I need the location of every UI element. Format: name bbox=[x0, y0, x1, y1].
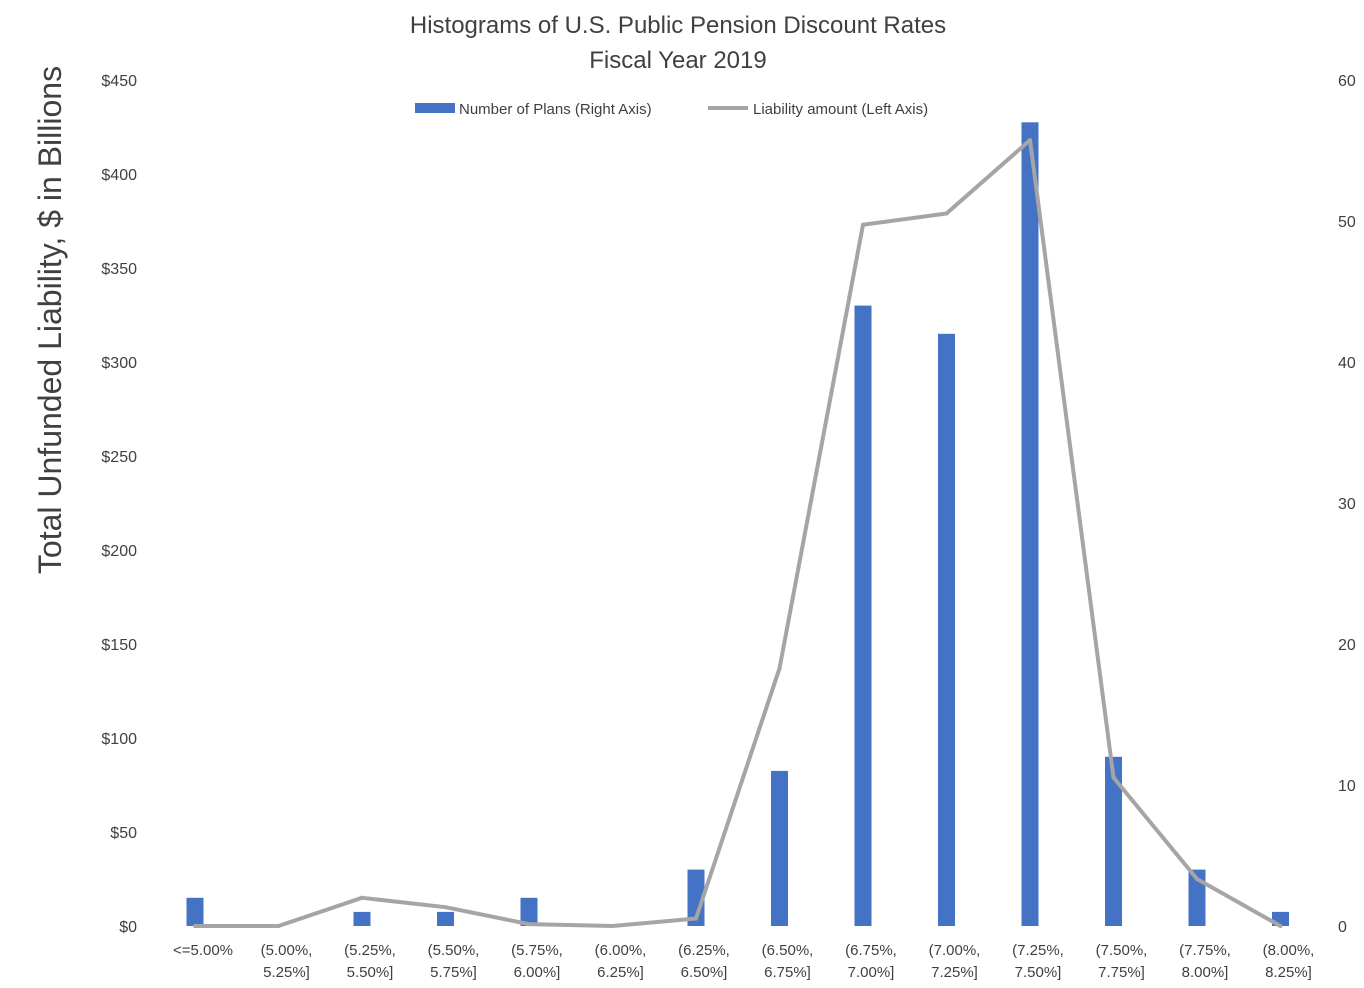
liability-point bbox=[944, 211, 949, 216]
liability-point bbox=[360, 895, 364, 900]
left-tick-label: $250 bbox=[101, 449, 137, 466]
liability-point bbox=[1195, 877, 1199, 881]
category-label: (6.00%, 6.25%] bbox=[595, 942, 647, 981]
category-label-line: 6.25%] bbox=[597, 964, 644, 981]
legend: Number of Plans (Right Axis) Liability a… bbox=[415, 101, 928, 118]
category-label-line: 8.25%] bbox=[1265, 964, 1312, 981]
category-label: (7.25%, 7.50%] bbox=[1012, 942, 1064, 981]
category-label: (5.25%, 5.50%] bbox=[344, 942, 396, 981]
left-tick-label: $450 bbox=[101, 73, 137, 90]
category-label-line: 6.50%] bbox=[681, 964, 728, 981]
left-tick-label: $150 bbox=[101, 637, 137, 654]
legend-line-label: Liability amount (Left Axis) bbox=[753, 101, 928, 118]
chart-subtitle: Fiscal Year 2019 bbox=[589, 47, 766, 74]
liability-point bbox=[527, 922, 531, 927]
liability-point bbox=[1028, 138, 1032, 143]
category-label: (6.75%, 7.00%] bbox=[845, 942, 897, 981]
category-label: (6.50%, 6.75%] bbox=[762, 942, 814, 981]
right-tick-label: 50 bbox=[1338, 214, 1356, 231]
category-label-line: (6.25%, bbox=[678, 942, 730, 959]
legend-bar-label: Number of Plans (Right Axis) bbox=[459, 101, 652, 118]
bar-number-of-plans bbox=[854, 305, 872, 927]
right-tick-label: 20 bbox=[1338, 637, 1356, 654]
category-label: <=5.00% bbox=[173, 942, 233, 959]
category-axis: <=5.00% (5.00%, 5.25%] (5.25%, 5.50%] (5.50%,… bbox=[173, 942, 1314, 981]
left-axis: $0 $50 $100 $150 $200 $250 $300 $350 $400 $450 bbox=[101, 73, 137, 936]
liability-point bbox=[610, 924, 615, 928]
category-label-line: (7.25%, bbox=[1012, 942, 1064, 959]
category-label-line: 7.50%] bbox=[1015, 964, 1062, 981]
category-label-line: 6.75%] bbox=[764, 964, 811, 981]
category-label: (6.25%, 6.50%] bbox=[678, 942, 730, 981]
right-tick-label: 40 bbox=[1338, 355, 1356, 372]
right-tick-label: 30 bbox=[1338, 496, 1356, 513]
category-label-line: 5.75%] bbox=[430, 964, 477, 981]
category-label-line: 7.75%] bbox=[1098, 964, 1145, 981]
liability-point bbox=[1111, 775, 1116, 780]
category-label: (7.00%, 7.25%] bbox=[929, 942, 981, 981]
right-tick-label: 0 bbox=[1338, 919, 1347, 936]
category-label-line: 8.00%] bbox=[1182, 964, 1229, 981]
category-label: (5.75%, 6.00%] bbox=[511, 942, 563, 981]
category-label-line: (5.50%, bbox=[428, 942, 480, 959]
left-tick-label: $300 bbox=[101, 355, 137, 372]
bar-number-of-plans bbox=[353, 911, 371, 926]
chart-title: Histograms of U.S. Public Pension Discou… bbox=[410, 12, 946, 39]
category-label-line: 5.25%] bbox=[263, 964, 310, 981]
category-label: (8.00%, 8.25%] bbox=[1263, 942, 1315, 981]
category-label-line: 7.00%] bbox=[848, 964, 895, 981]
category-label-line: (6.50%, bbox=[762, 942, 814, 959]
category-label-line: (8.00%, bbox=[1263, 942, 1315, 959]
left-tick-label: $50 bbox=[110, 825, 137, 842]
category-label-line: <=5.00% bbox=[173, 942, 233, 959]
category-label-line: (5.25%, bbox=[344, 942, 396, 959]
category-label-line: (7.00%, bbox=[929, 942, 981, 959]
category-label-line: 6.00%] bbox=[514, 964, 561, 981]
line-series bbox=[193, 138, 1283, 928]
right-axis: 0 10 20 30 40 50 60 bbox=[1338, 73, 1356, 936]
left-tick-label: $400 bbox=[101, 167, 137, 184]
left-axis-label: Total Unfunded Liability, $ in Billions bbox=[32, 66, 68, 574]
liability-point bbox=[276, 924, 281, 928]
category-label: (5.00%, 5.25%] bbox=[261, 942, 313, 981]
legend-bar-swatch bbox=[415, 103, 455, 113]
left-tick-label: $100 bbox=[101, 731, 137, 748]
bar-number-of-plans bbox=[186, 897, 204, 926]
category-label: (7.50%, 7.75%] bbox=[1096, 942, 1148, 981]
category-label-line: (6.75%, bbox=[845, 942, 897, 959]
left-tick-label: $350 bbox=[101, 261, 137, 278]
liability-point bbox=[1278, 924, 1283, 928]
category-label-line: (5.75%, bbox=[511, 942, 563, 959]
bar-number-of-plans bbox=[771, 770, 788, 926]
liability-point bbox=[443, 905, 448, 910]
liability-point bbox=[861, 222, 865, 227]
bar-number-of-plans bbox=[437, 911, 454, 926]
right-tick-label: 10 bbox=[1338, 778, 1356, 795]
bar-number-of-plans bbox=[938, 333, 955, 926]
liability-point bbox=[694, 916, 698, 921]
category-label: (5.50%, 5.75%] bbox=[428, 942, 480, 981]
bar-number-of-plans bbox=[1021, 122, 1039, 927]
bar-number-of-plans bbox=[1188, 869, 1206, 926]
category-label-line: (7.75%, bbox=[1179, 942, 1231, 959]
liability-point bbox=[777, 666, 782, 671]
category-label-line: (7.50%, bbox=[1096, 942, 1148, 959]
category-label-line: (6.00%, bbox=[595, 942, 647, 959]
left-tick-label: $0 bbox=[119, 919, 137, 936]
category-label-line: 5.50%] bbox=[347, 964, 394, 981]
liability-line bbox=[195, 138, 1282, 928]
left-tick-label: $200 bbox=[101, 543, 137, 560]
category-label-line: (5.00%, bbox=[261, 942, 313, 959]
right-tick-label: 60 bbox=[1338, 73, 1356, 90]
bar-series bbox=[186, 122, 1289, 927]
category-label-line: 7.25%] bbox=[931, 964, 978, 981]
category-label: (7.75%, 8.00%] bbox=[1179, 942, 1231, 981]
bar-number-of-plans bbox=[520, 897, 538, 926]
bar-number-of-plans bbox=[1105, 756, 1122, 926]
liability-point bbox=[193, 924, 197, 928]
